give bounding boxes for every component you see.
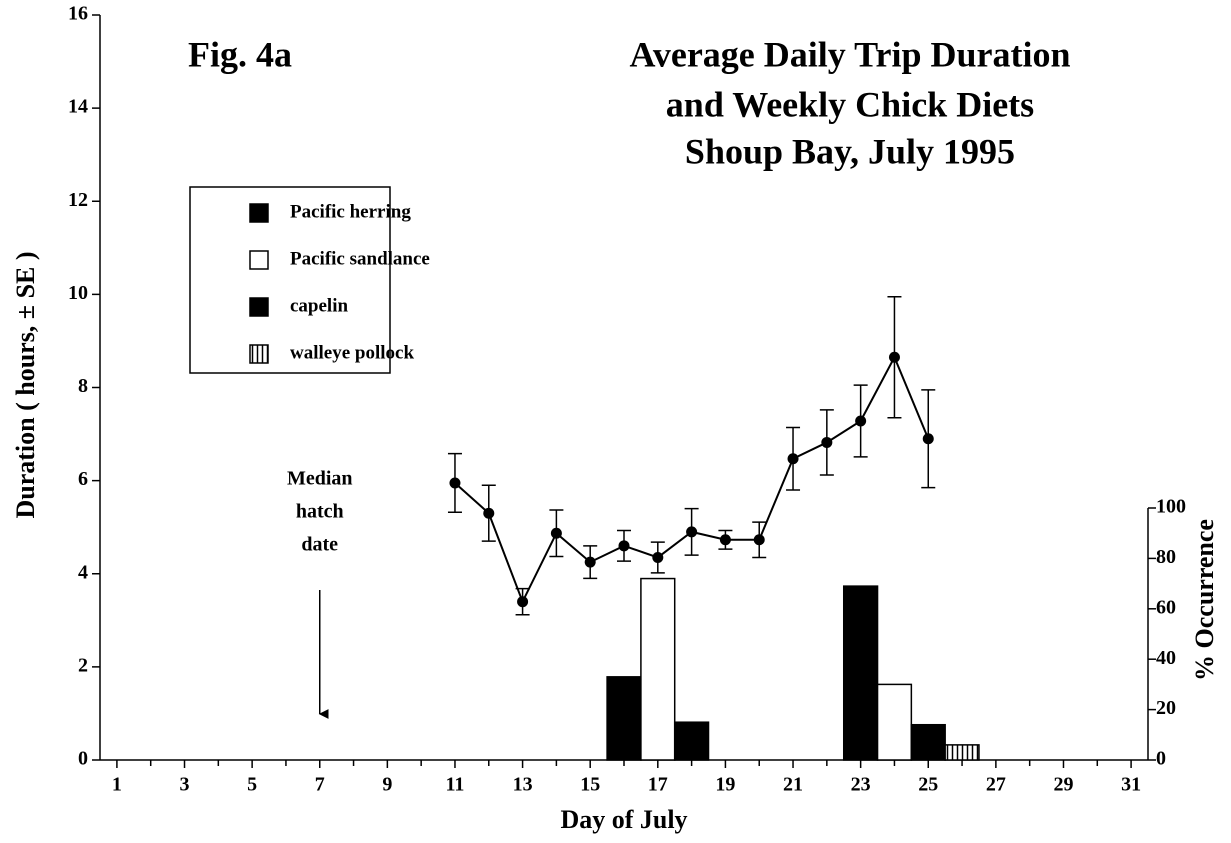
x-tick-label: 7 — [315, 774, 325, 796]
point — [652, 551, 664, 563]
legend-swatch — [249, 297, 269, 317]
point — [584, 556, 596, 568]
y-tick-label: 12 — [68, 189, 88, 211]
fig-label: Fig. 4a — [188, 34, 292, 74]
y-tick-label: 8 — [78, 375, 88, 397]
point — [550, 527, 562, 539]
legend-label: Pacific sandlance — [290, 248, 430, 269]
bar — [606, 676, 642, 761]
y2-tick-label: 100 — [1156, 496, 1186, 518]
x-tick-label: 27 — [986, 774, 1006, 796]
bar — [640, 577, 676, 761]
x-tick-label: 5 — [247, 774, 257, 796]
bar — [876, 683, 913, 761]
y-axis-label: Duration ( hours, ± SE ) — [11, 251, 40, 518]
bar — [842, 585, 879, 761]
x-tick-label: 25 — [918, 774, 938, 796]
y-tick-label: 4 — [78, 561, 88, 583]
y2-tick-label: 60 — [1156, 596, 1176, 618]
y2-axis-label: % Occurrence — [1190, 519, 1219, 681]
x-tick-label: 9 — [382, 774, 392, 796]
point — [719, 534, 731, 546]
y-tick-label: 0 — [78, 748, 88, 770]
y-tick-label: 14 — [68, 96, 88, 118]
annotation: hatch — [296, 501, 344, 523]
bar — [944, 744, 980, 761]
point — [787, 453, 799, 465]
line — [454, 354, 930, 605]
y2-tick-label: 20 — [1156, 697, 1176, 719]
x-tick-label: 31 — [1121, 774, 1141, 796]
legend-label: walleye pollock — [290, 342, 414, 363]
y-tick-label: 10 — [68, 282, 88, 304]
legend-swatch — [249, 250, 269, 270]
x-tick-label: 19 — [715, 774, 735, 796]
bar — [910, 723, 946, 761]
y-tick-label: 2 — [78, 654, 88, 676]
annotation: date — [301, 534, 338, 556]
x-tick-label: 11 — [446, 774, 465, 796]
x-tick-label: 29 — [1053, 774, 1073, 796]
point — [618, 540, 630, 552]
legend — [189, 186, 391, 374]
point — [517, 596, 529, 608]
y-tick-label: 6 — [78, 468, 88, 490]
x-tick-label: 15 — [580, 774, 600, 796]
x-tick-label: 21 — [783, 774, 803, 796]
x-tick-label: 13 — [513, 774, 533, 796]
y-tick-label: 16 — [68, 3, 88, 25]
bar — [673, 721, 710, 761]
point — [686, 526, 698, 538]
point — [855, 415, 867, 427]
x-tick-label: 1 — [112, 774, 122, 796]
point — [753, 534, 765, 546]
point — [483, 507, 495, 519]
chart-title: Average Daily Trip Duration — [630, 34, 1071, 74]
legend-label: capelin — [290, 295, 348, 316]
y2-tick-label: 40 — [1156, 647, 1176, 669]
point — [922, 433, 934, 445]
chart-title: and Weekly Chick Diets — [666, 84, 1034, 124]
legend-label: Pacific herring — [290, 201, 411, 222]
legend-swatch — [249, 203, 269, 223]
annotation: Median — [287, 468, 353, 490]
chart-title: Shoup Bay, July 1995 — [685, 131, 1015, 171]
x-tick-label: 17 — [648, 774, 668, 796]
x-tick-label: 3 — [180, 774, 190, 796]
x-axis-label: Day of July — [560, 805, 687, 834]
legend-swatch — [249, 344, 269, 364]
y2-tick-label: 0 — [1156, 748, 1166, 770]
point — [449, 477, 461, 489]
point — [821, 436, 833, 448]
point — [888, 351, 900, 363]
y2-tick-label: 80 — [1156, 546, 1176, 568]
x-tick-label: 23 — [851, 774, 871, 796]
